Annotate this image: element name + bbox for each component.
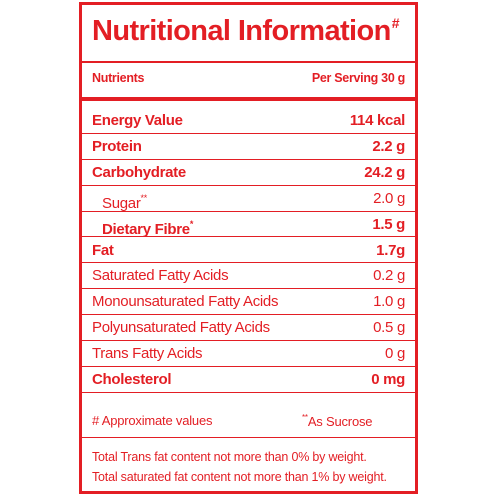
nutrient-row: Saturated Fatty Acids 0.2 g <box>82 263 415 290</box>
nutrient-label: Monounsaturated Fatty Acids <box>92 289 278 315</box>
nutrient-row: Polyunsaturated Fatty Acids 0.5 g <box>82 315 415 342</box>
sucrose-text: As Sucrose <box>307 414 373 429</box>
sucrose-footnote: **As Sucrose <box>302 413 373 429</box>
footnote-divider <box>82 437 415 438</box>
nutrient-label: Sugar** <box>102 186 147 212</box>
nutrient-value: 0 g <box>385 345 405 363</box>
nutrient-value: 0.2 g <box>373 267 405 285</box>
nutrition-panel: Nutritional Information# Nutrients Per S… <box>79 2 418 494</box>
nutrient-value: 1.5 g <box>372 215 405 233</box>
nutrient-label: Polyunsaturated Fatty Acids <box>92 315 270 341</box>
nutrient-row: Sugar** 2.0 g <box>82 186 415 212</box>
nutrient-label: Fat <box>92 238 114 264</box>
nutrient-row: Monounsaturated Fatty Acids 1.0 g <box>82 289 415 316</box>
sucrose-mark: ** <box>302 413 308 422</box>
nutrient-mark: ** <box>140 192 148 203</box>
nutrient-name: Polyunsaturated Fatty Acids <box>92 319 270 337</box>
nutrients-header: Nutrients <box>92 71 145 85</box>
notes: Total Trans fat content not more than 0%… <box>92 447 387 487</box>
nutrient-value: 0.5 g <box>373 319 405 337</box>
nutrient-row: Dietary Fibre* 1.5 g <box>82 212 415 238</box>
nutrient-label: Saturated Fatty Acids <box>92 263 229 289</box>
nutrient-value: 2.2 g <box>372 137 405 155</box>
nutrient-name: Fat <box>92 241 114 259</box>
approx-footnote: # Approximate values <box>92 413 213 428</box>
nutrient-value: 2.0 g <box>373 189 405 207</box>
nutrient-label: Carbohydrate <box>92 160 186 186</box>
nutrient-row: Fat 1.7g <box>82 238 415 264</box>
nutrient-name: Trans Fatty Acids <box>92 345 203 363</box>
nutrient-name: Monounsaturated Fatty Acids <box>92 293 279 311</box>
title-divider <box>82 61 415 63</box>
nutrient-label: Trans Fatty Acids <box>92 341 203 367</box>
nutrient-label: Protein <box>92 134 142 160</box>
nutrient-label: Cholesterol <box>92 367 172 393</box>
nutrient-row: Trans Fatty Acids 0 g <box>82 341 415 367</box>
nutrient-value: 114 kcal <box>349 112 405 129</box>
nutrient-name: Sugar <box>102 194 141 212</box>
header-divider <box>82 97 415 101</box>
trans-fat-note: Total Trans fat content not more than 0%… <box>92 450 367 464</box>
nutrient-name: Carbohydrate <box>92 163 186 181</box>
panel-title: Nutritional Information# <box>92 15 400 48</box>
nutrient-name: Energy Value <box>92 112 183 129</box>
nutrient-row: Protein 2.2 g <box>82 134 415 160</box>
nutrient-row: Carbohydrate 24.2 g <box>82 160 415 186</box>
nutrient-label: Energy Value <box>92 108 183 134</box>
nutrient-value: 1.7g <box>376 241 405 259</box>
nutrient-value: 24.2 g <box>364 163 405 181</box>
nutrient-value: 0 mg <box>371 371 405 388</box>
nutrient-name: Cholesterol <box>92 371 172 388</box>
nutrient-row: Cholesterol 0 mg <box>82 367 415 393</box>
nutrient-row: Energy Value 114 kcal <box>82 108 415 134</box>
saturated-fat-note: Total saturated fat content not more tha… <box>92 470 387 484</box>
serving-header: Per Serving 30 g <box>311 71 405 85</box>
nutrient-name: Dietary Fibre <box>102 220 190 238</box>
nutrient-label: Dietary Fibre* <box>102 212 193 238</box>
title-text: Nutritional Information <box>92 15 391 47</box>
title-mark: # <box>391 15 400 31</box>
nutrient-name: Saturated Fatty Acids <box>92 267 229 285</box>
nutrient-mark: * <box>189 218 194 229</box>
nutrient-value: 1.0 g <box>373 293 405 311</box>
nutrient-name: Protein <box>92 137 142 155</box>
